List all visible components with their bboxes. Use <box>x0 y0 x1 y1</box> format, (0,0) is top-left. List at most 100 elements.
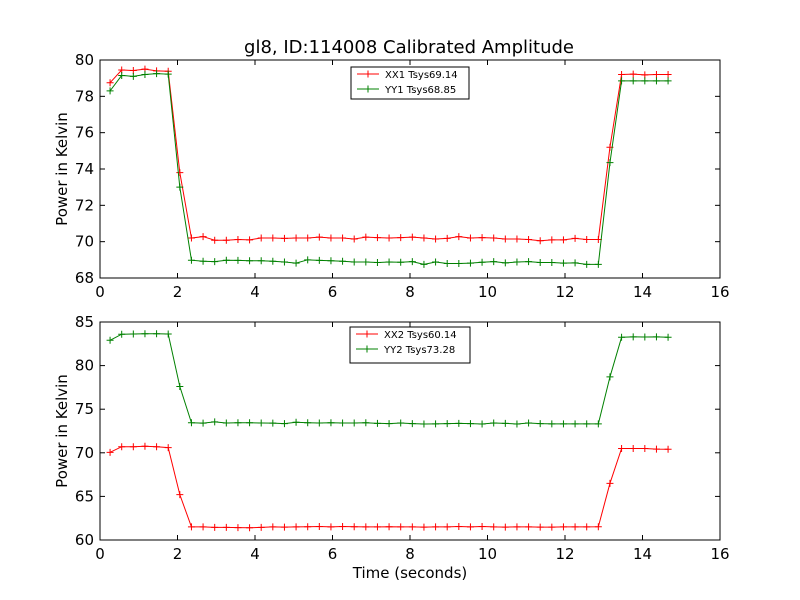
data-point-marker <box>222 256 230 264</box>
x-tick-label: 14 <box>633 283 652 301</box>
data-point-marker <box>315 256 323 264</box>
data-point-marker <box>420 234 428 242</box>
data-point-marker <box>339 234 347 242</box>
data-point-marker <box>350 235 358 243</box>
data-point-marker <box>594 420 602 428</box>
data-point-marker <box>455 233 463 241</box>
data-point-marker <box>478 234 486 242</box>
data-point-marker <box>490 419 498 427</box>
data-point-marker <box>129 443 137 451</box>
data-point-marker <box>652 77 660 85</box>
data-point-marker <box>536 523 544 531</box>
data-point-marker <box>315 522 323 530</box>
data-point-marker <box>222 523 230 531</box>
data-point-marker <box>536 259 544 267</box>
data-point-marker <box>420 260 428 268</box>
data-point-marker <box>525 258 533 266</box>
data-point-marker <box>641 77 649 85</box>
data-point-marker <box>257 419 265 427</box>
data-point-marker <box>339 419 347 427</box>
x-tick-label: 0 <box>95 545 105 563</box>
data-point-marker <box>362 258 370 266</box>
data-point-marker <box>513 523 521 531</box>
data-point-marker <box>327 257 335 265</box>
y-axis-label: Power in Kelvin <box>53 374 71 488</box>
data-point-marker <box>525 523 533 531</box>
y-tick-label: 80 <box>75 51 94 69</box>
data-point-marker <box>490 258 498 266</box>
data-point-marker <box>269 523 277 531</box>
data-point-marker <box>304 234 312 242</box>
legend-label: YY2 Tsys73.28 <box>383 345 455 356</box>
data-point-marker <box>664 71 672 79</box>
data-point-marker <box>664 77 672 85</box>
data-point-marker <box>606 373 614 381</box>
data-point-marker <box>199 419 207 427</box>
data-point-marker <box>641 333 649 341</box>
legend-marker <box>363 345 371 353</box>
data-point-marker <box>478 420 486 428</box>
x-tick-label: 10 <box>478 545 497 563</box>
data-point-marker <box>408 420 416 428</box>
data-point-marker <box>629 77 637 85</box>
data-point-marker <box>187 256 195 264</box>
data-point-marker <box>606 479 614 487</box>
data-point-marker <box>559 523 567 531</box>
data-point-marker <box>199 233 207 241</box>
data-point-marker <box>106 87 114 95</box>
data-point-marker <box>373 234 381 242</box>
data-point-marker <box>153 70 161 78</box>
x-tick-label: 12 <box>555 283 574 301</box>
data-point-marker <box>559 259 567 267</box>
data-point-marker <box>443 523 451 531</box>
data-point-marker <box>408 233 416 241</box>
data-point-marker <box>501 419 509 427</box>
data-point-marker <box>420 420 428 428</box>
data-point-marker <box>176 383 184 391</box>
data-point-marker <box>618 444 626 452</box>
data-point-marker <box>257 257 265 265</box>
y-tick-label: 78 <box>75 87 94 105</box>
data-point-marker <box>432 420 440 428</box>
data-point-marker <box>176 169 184 177</box>
data-point-marker <box>141 442 149 450</box>
x-tick-label: 12 <box>555 545 574 563</box>
series-line <box>109 445 669 529</box>
data-point-marker <box>513 235 521 243</box>
data-point-marker <box>118 71 126 79</box>
data-point-marker <box>164 70 172 78</box>
data-point-marker <box>385 258 393 266</box>
data-point-marker <box>362 523 370 531</box>
data-point-marker <box>327 419 335 427</box>
y-tick-label: 70 <box>75 233 94 251</box>
data-point-marker <box>629 70 637 78</box>
x-tick-label: 16 <box>710 545 729 563</box>
data-point-marker <box>664 333 672 341</box>
data-point-marker <box>362 419 370 427</box>
data-point-marker <box>269 257 277 265</box>
data-point-marker <box>176 491 184 499</box>
data-point-marker <box>397 523 405 531</box>
data-point-marker <box>571 234 579 242</box>
y-tick-label: 72 <box>75 196 94 214</box>
y-axis-label: Power in Kelvin <box>53 112 71 226</box>
data-point-marker <box>339 522 347 530</box>
data-point-marker <box>548 523 556 531</box>
data-point-marker <box>618 77 626 85</box>
x-tick-label: 14 <box>633 545 652 563</box>
data-point-marker <box>525 419 533 427</box>
data-point-marker <box>304 419 312 427</box>
data-point-marker <box>304 523 312 531</box>
data-point-marker <box>106 448 114 456</box>
data-point-marker <box>187 234 195 242</box>
data-point-marker <box>559 420 567 428</box>
data-point-marker <box>490 234 498 242</box>
data-point-marker <box>315 419 323 427</box>
data-point-marker <box>257 234 265 242</box>
data-point-marker <box>618 333 626 341</box>
data-point-marker <box>187 419 195 427</box>
data-point-marker <box>420 523 428 531</box>
x-tick-label: 6 <box>328 545 338 563</box>
